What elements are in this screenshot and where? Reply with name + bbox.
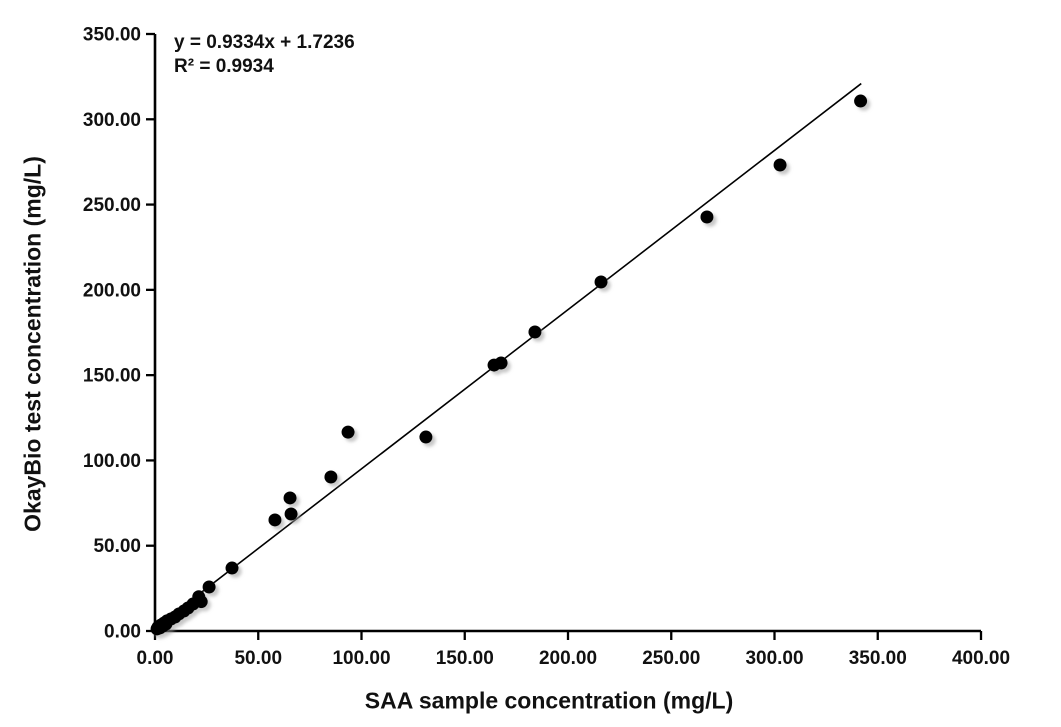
x-tick-label: 200.00: [539, 648, 597, 669]
y-tick-label: 0.00: [104, 622, 141, 643]
data-point: [225, 561, 239, 575]
data-points-layer: [150, 94, 868, 636]
data-point: [773, 158, 787, 172]
trendline-layer: [154, 82, 862, 629]
y-tick-label: 100.00: [83, 451, 141, 472]
regression-annotation: y = 0.9334x + 1.7236 R² = 0.9934: [174, 31, 355, 79]
y-tick-label: 250.00: [83, 195, 141, 216]
data-point: [268, 513, 282, 527]
data-point: [194, 595, 208, 609]
x-tick-label: 150.00: [436, 648, 494, 669]
data-point: [283, 491, 297, 505]
y-tick-label: 300.00: [83, 110, 141, 131]
y-tick-label: 150.00: [83, 366, 141, 387]
x-tick-label: 300.00: [745, 648, 803, 669]
x-tick-label: 250.00: [642, 648, 700, 669]
data-point: [202, 580, 216, 594]
x-tick-label: 350.00: [849, 648, 907, 669]
axes-layer: 0.00 50.00 100.00 150.00 200.00 250.00 300.00 3…: [83, 25, 1010, 670]
data-point: [528, 325, 542, 339]
axis-spine: [153, 34, 981, 633]
x-tick-label: 50.00: [234, 648, 282, 669]
data-point: [854, 94, 868, 108]
r-squared-value: R² = 0.9934: [174, 56, 274, 77]
data-point: [341, 425, 355, 439]
y-tick-label: 200.00: [83, 280, 141, 301]
data-point: [284, 507, 298, 521]
x-tick-label: 100.00: [332, 648, 390, 669]
data-point: [494, 356, 508, 370]
data-point: [594, 275, 608, 289]
data-point: [324, 470, 338, 484]
trendline: [154, 82, 862, 629]
x-tick-label: 400.00: [952, 648, 1010, 669]
regression-equation: y = 0.9334x + 1.7236: [174, 32, 355, 53]
y-tick-label: 350.00: [83, 25, 141, 46]
y-tick-label: 50.00: [93, 536, 141, 557]
x-tick-label: 0.00: [137, 648, 174, 669]
data-point: [700, 210, 714, 224]
x-axis-title: SAA sample concentration (mg/L): [364, 687, 734, 714]
y-axis-title: OkayBio test concentration (mg/L): [19, 156, 46, 532]
data-point: [419, 430, 433, 444]
